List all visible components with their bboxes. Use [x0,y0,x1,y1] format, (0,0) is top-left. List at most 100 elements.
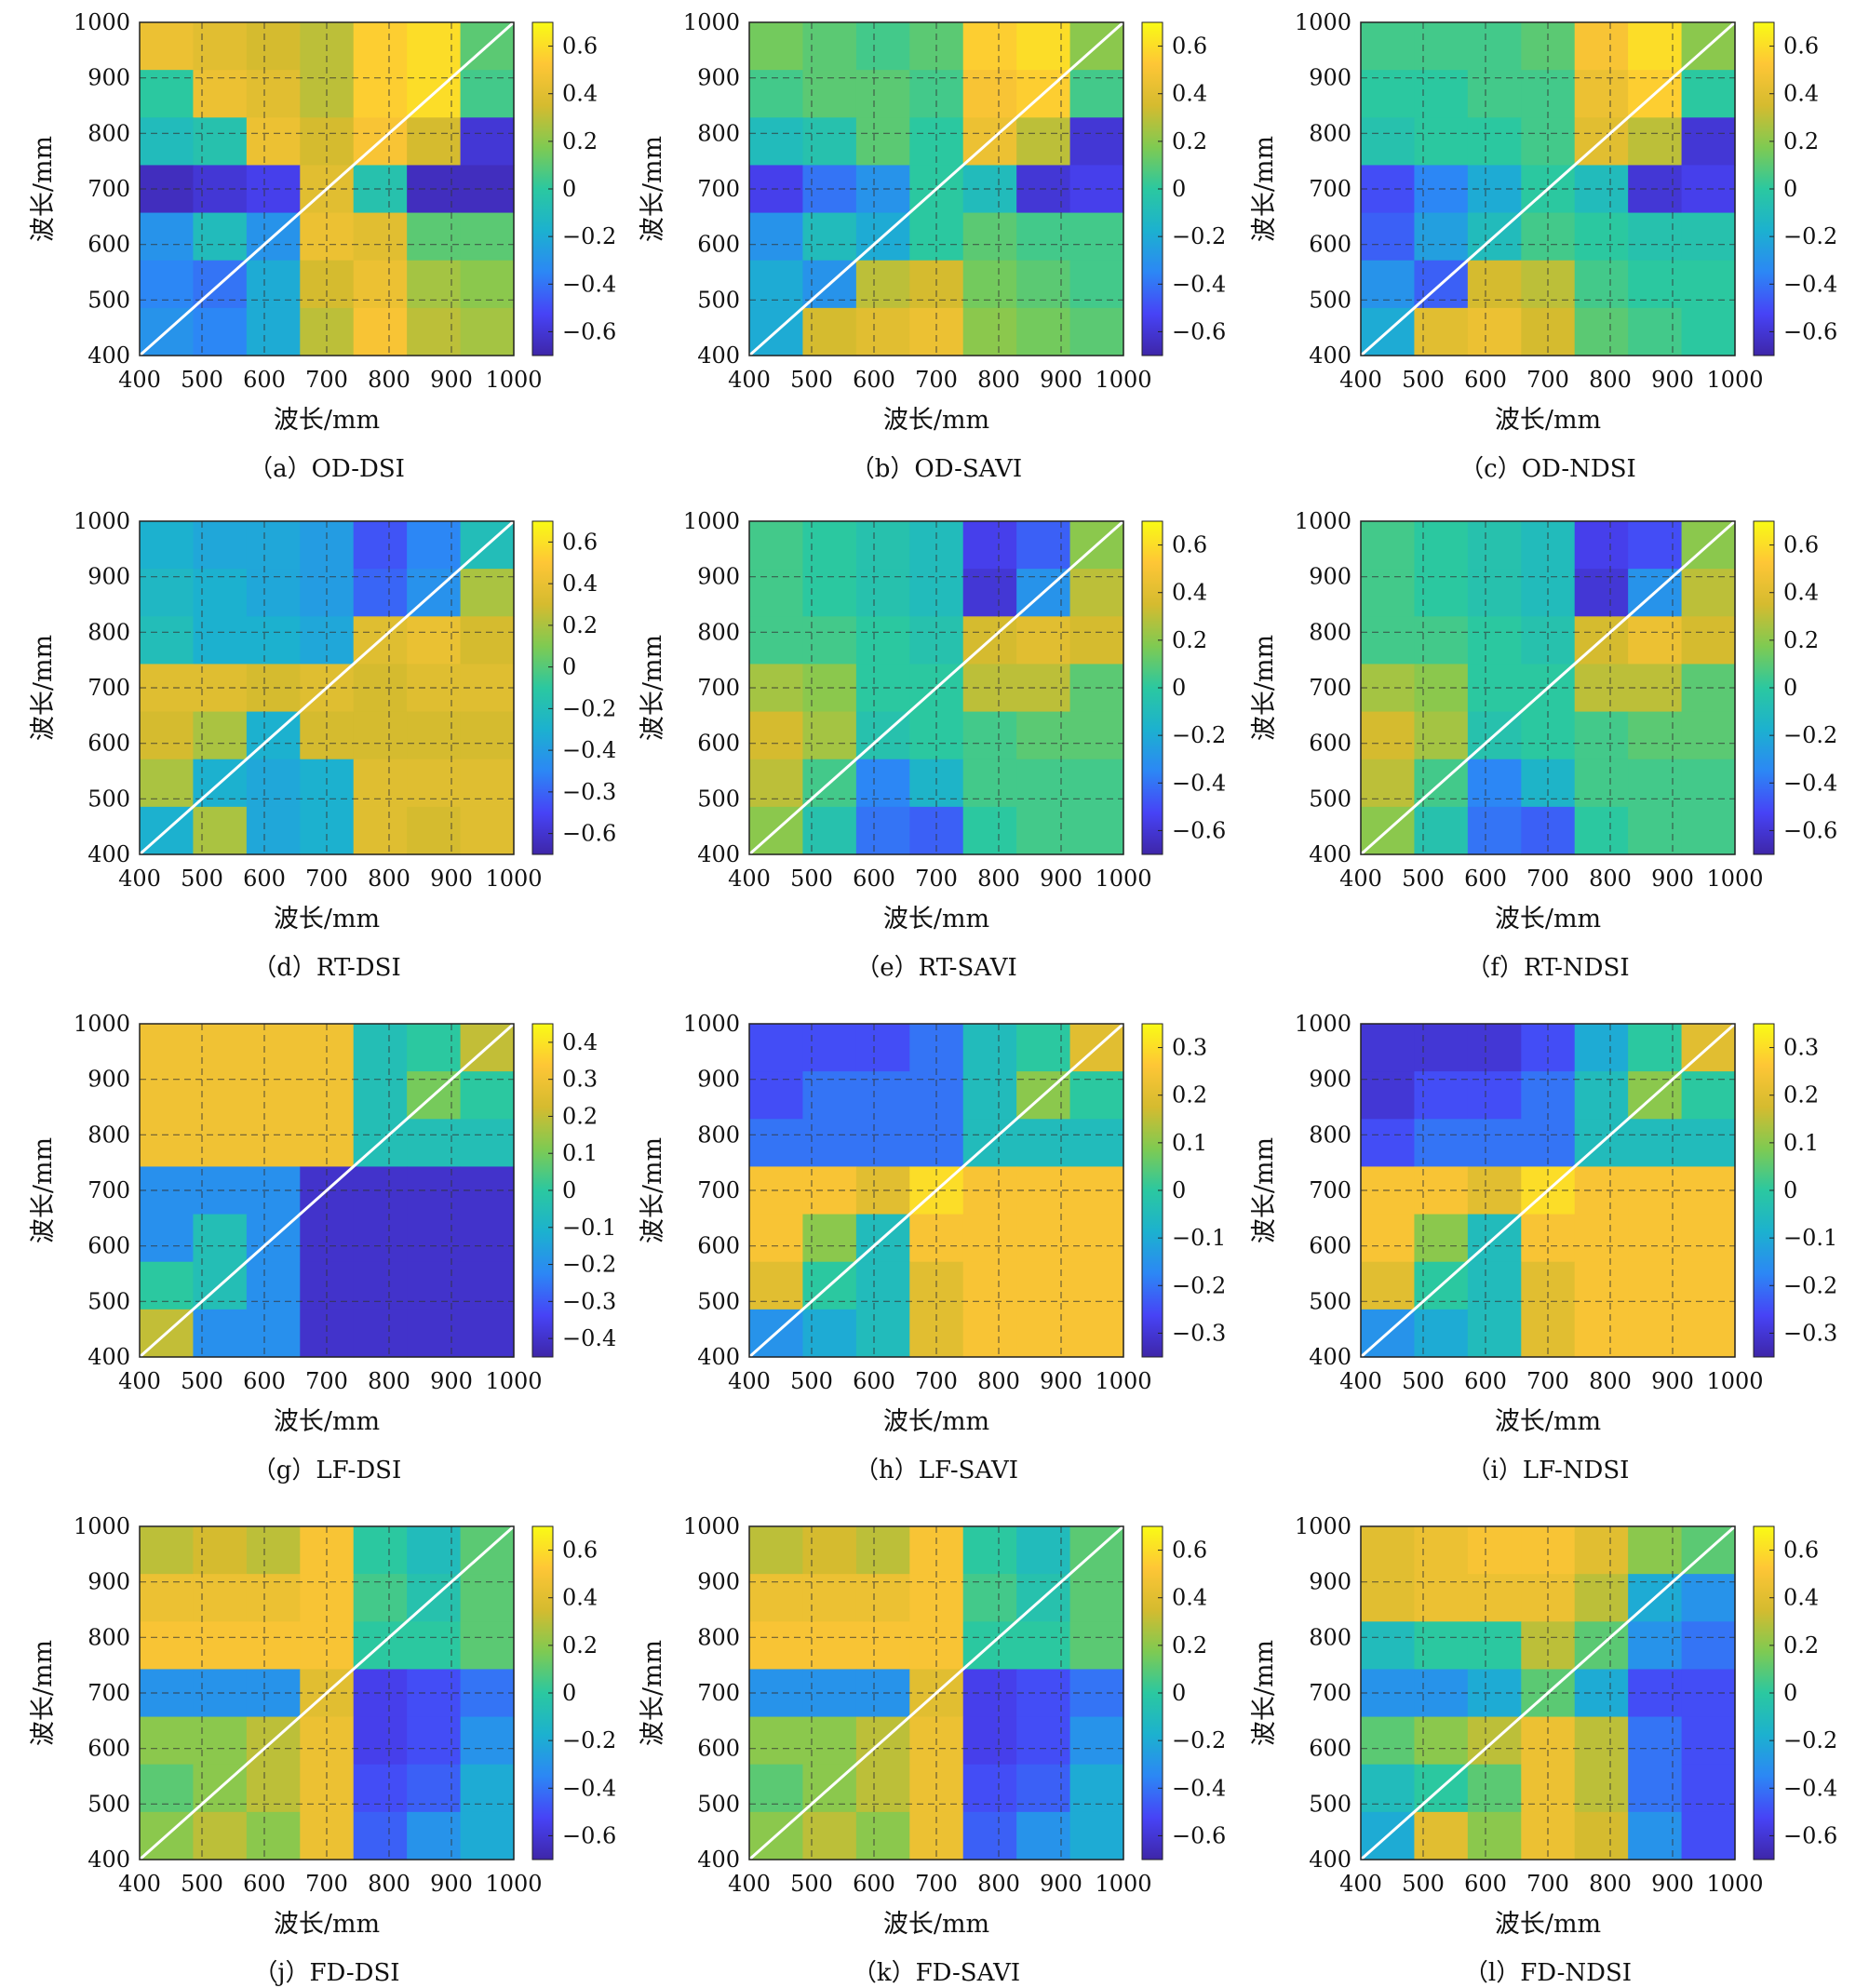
heatmap-cell [1681,117,1736,167]
x-tick-label: 900 [430,367,473,393]
x-axis-label: 波长/mm [883,1910,989,1939]
x-axis-label: 波长/mm [274,1910,380,1939]
heatmap-cell [353,1309,408,1358]
x-tick-label: 400 [728,1871,771,1897]
heatmap-panel-4: 400 500 600 700 800 900 1000 400 500 600 700 800 900… [29,508,616,982]
x-tick-label: 900 [430,1871,473,1897]
heatmap-cell [460,569,515,617]
heatmap-cell [1016,260,1071,309]
heatmap-cell [855,1071,910,1120]
heatmap-cell [1574,759,1629,808]
heatmap-cell [246,1024,301,1072]
x-tick-label: 600 [853,866,895,892]
colorbar-tick-label: −0.4 [1172,1775,1226,1801]
y-tick-label: 1000 [683,9,740,35]
heatmap-cell [749,1261,804,1310]
x-tick-label: 800 [977,367,1020,393]
heatmap-cell [1414,1119,1469,1168]
heatmap-cell [460,616,515,665]
heatmap-cell [1069,1764,1124,1813]
colorbar-tick-label: −0.1 [1783,1225,1837,1251]
heatmap-cell [1016,616,1071,665]
heatmap-cell [962,212,1017,262]
x-tick-label: 600 [853,1871,895,1897]
heatmap-cell [1069,1574,1124,1622]
y-axis-label: 波长/mm [1250,136,1279,242]
y-tick-label: 400 [87,841,130,867]
heatmap-cell [1467,1261,1522,1310]
heatmap-cell [1681,806,1736,855]
heatmap-cell [855,70,910,118]
heatmap-cell [353,1024,408,1072]
colorbar-tick-label: −0.4 [1172,271,1226,297]
y-tick-label: 500 [87,287,130,313]
x-tick-label: 600 [853,367,895,393]
heatmap-cell [353,70,408,118]
x-axis-label: 波长/mm [274,905,380,934]
heatmap-cell [855,806,910,855]
heatmap-cell [1414,212,1469,262]
heatmap-cell [962,260,1017,309]
y-tick-label: 400 [1309,841,1351,867]
heatmap-cell [1069,1716,1124,1766]
heatmap-cell [1414,22,1469,71]
x-tick-label: 1000 [485,367,542,393]
heatmap-cell [802,1526,857,1575]
colorbar-tick-label: 0 [1783,675,1797,701]
y-tick-label: 1000 [74,1513,130,1539]
heatmap-cell [749,616,804,665]
heatmap-cell [407,1526,462,1575]
colorbar-tick-label: 0.2 [1172,1632,1207,1659]
colorbar-tick-label: 0 [562,1680,576,1706]
colorbar-tick-label: −0.4 [1783,1775,1837,1801]
heatmap-cell [1414,307,1469,356]
heatmap-cell [460,117,515,167]
y-tick-label: 900 [697,1569,740,1595]
diagonal-line [748,1022,1124,1359]
heatmap-cell [460,1574,515,1622]
heatmap-cell [749,1119,804,1168]
x-axis-label: 波长/mm [1495,406,1601,435]
heatmap-cell [1069,806,1124,855]
heatmap-cell [246,521,301,570]
x-tick-label: 600 [243,1368,286,1394]
y-axis-label: 波长/mm [639,1640,667,1746]
x-tick-label: 400 [1339,1368,1382,1394]
heatmap-cell [460,1119,515,1168]
heatmap-cell [1681,616,1736,665]
plot-frame [1360,1525,1736,1860]
heatmap-cell [802,22,857,71]
y-tick-label: 1000 [74,1011,130,1037]
heatmap-cell [1016,1764,1071,1813]
heatmap-cell [353,711,408,760]
diagonal-line [748,1525,1124,1861]
x-tick-label: 1000 [485,1368,542,1394]
heatmap-cell [407,1309,462,1358]
heatmap-cell [407,521,462,570]
x-tick-label: 900 [1651,866,1694,892]
heatmap-cell [855,759,910,808]
panel-caption: （l）FD-NDSI [1464,1959,1632,1987]
x-tick-label: 700 [1526,866,1569,892]
heatmap-cell [855,307,910,356]
colorbar-tick-label: 0.6 [1172,1538,1207,1564]
heatmap-cell [1467,521,1522,570]
x-tick-label: 700 [305,367,348,393]
heatmap-cell [1467,1309,1522,1358]
heatmap-cell [1574,307,1629,356]
heatmap-cell [353,1811,408,1860]
colorbar-tick-label: 0.2 [1783,1632,1819,1659]
y-axis-label: 波长/mm [29,1640,58,1746]
heatmap-cell [1414,70,1469,118]
heatmap-cell [1628,1526,1683,1575]
plot-frame [748,21,1124,356]
heatmap-cell [1467,759,1522,808]
y-tick-label: 800 [697,120,740,146]
heatmap-cell [1628,1621,1683,1671]
heatmap-cell [407,1261,462,1310]
heatmap-cell [140,1526,195,1575]
heatmap-cell [1574,70,1629,118]
heatmap-cell [1681,1811,1736,1860]
x-tick-label: 500 [1402,866,1445,892]
